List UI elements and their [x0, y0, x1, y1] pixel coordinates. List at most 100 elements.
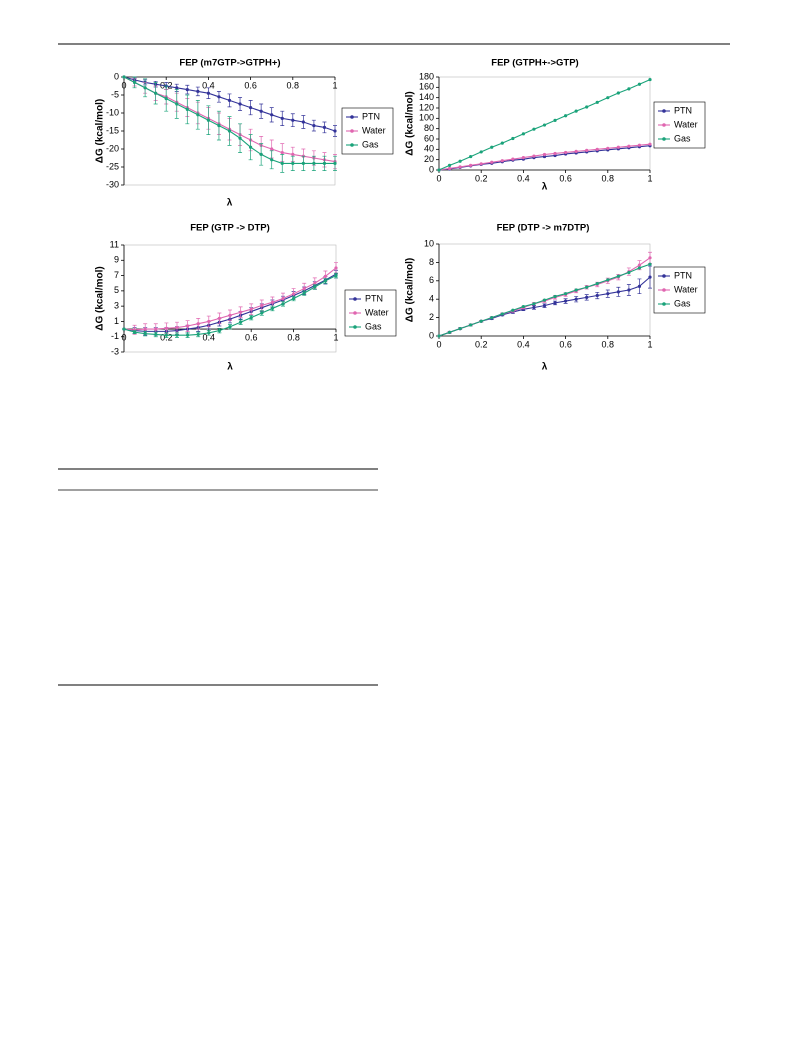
y-tick-label: -3	[111, 346, 119, 356]
data-point	[227, 98, 232, 102]
data-point	[206, 91, 210, 95]
data-point	[564, 150, 568, 155]
data-point	[175, 333, 179, 337]
y-tick-label: 9	[114, 255, 119, 265]
data-point	[322, 161, 327, 165]
chart-title: FEP (DTP -> m7DTP)	[497, 223, 590, 234]
data-point	[270, 113, 274, 117]
data-point	[542, 152, 547, 157]
x-axis-label: λ	[227, 198, 233, 209]
y-tick-label: 7	[114, 270, 119, 280]
data-point	[238, 102, 242, 106]
data-point	[627, 87, 631, 91]
data-point	[574, 149, 578, 153]
data-point	[249, 145, 253, 149]
data-point	[648, 262, 652, 266]
data-point	[280, 116, 284, 120]
data-point	[532, 127, 536, 131]
y-tick-label: -15	[106, 125, 119, 135]
data-point	[132, 80, 137, 84]
data-point	[270, 300, 274, 304]
data-point	[521, 156, 526, 160]
legend-label: PTN	[674, 270, 692, 280]
data-point	[206, 118, 210, 122]
data-point	[627, 288, 631, 292]
data-point	[627, 144, 631, 148]
legend-label: Water	[674, 119, 698, 129]
data-point	[334, 273, 338, 278]
data-point	[313, 281, 317, 285]
x-tick-label: 0.4	[517, 173, 530, 183]
data-point	[164, 326, 168, 330]
data-point	[175, 325, 179, 330]
data-point	[249, 106, 253, 110]
data-point	[301, 161, 305, 165]
legend-marker	[353, 325, 357, 329]
legend-label: Gas	[674, 298, 691, 308]
y-tick-label: 0	[429, 330, 434, 340]
data-point	[606, 278, 610, 282]
data-point	[564, 292, 568, 296]
data-point	[302, 291, 306, 295]
y-tick-label: -20	[106, 143, 119, 153]
data-point	[280, 151, 284, 155]
data-point	[217, 316, 221, 320]
data-point	[490, 160, 494, 164]
x-tick-label: 0.6	[244, 80, 257, 90]
chart: FEP (DTP -> m7DTP)λΔG (kcal/mol)02468100…	[405, 223, 706, 373]
data-point	[238, 136, 242, 140]
chart-title: FEP (m7GTP->GTPH+)	[179, 58, 280, 69]
data-point	[333, 161, 337, 165]
data-point	[260, 303, 264, 307]
data-point	[469, 154, 473, 159]
data-point	[553, 151, 557, 156]
y-tick-label: 40	[424, 144, 434, 154]
y-tick-label: 2	[429, 312, 434, 322]
data-point	[143, 332, 147, 336]
data-point	[292, 292, 296, 296]
data-point	[521, 132, 526, 136]
y-tick-label: 60	[424, 133, 434, 143]
data-point	[627, 270, 631, 275]
data-point	[323, 274, 327, 278]
data-point	[207, 319, 211, 324]
data-point	[574, 109, 578, 113]
data-point	[511, 308, 515, 312]
y-axis-label: ΔG (kcal/mol)	[405, 91, 416, 155]
legend-marker	[662, 274, 666, 278]
data-point	[175, 102, 179, 106]
data-point	[595, 281, 599, 286]
data-point	[616, 274, 620, 278]
legend-marker	[353, 311, 357, 315]
data-point	[249, 307, 253, 311]
data-point	[637, 263, 642, 267]
y-tick-label: -25	[106, 161, 119, 171]
legend-marker	[662, 123, 666, 127]
chart-title: FEP (GTP -> DTP)	[190, 223, 270, 234]
y-tick-label: 11	[110, 239, 119, 249]
y-tick-label: 5	[114, 285, 119, 295]
data-point	[207, 331, 211, 335]
data-point	[585, 148, 589, 152]
legend-label: Gas	[362, 139, 379, 149]
data-point	[154, 327, 158, 331]
data-point	[281, 302, 285, 306]
data-point	[437, 334, 441, 338]
data-point	[280, 161, 284, 165]
data-point	[437, 168, 441, 172]
y-tick-label: -5	[111, 89, 119, 99]
data-point	[532, 154, 536, 158]
data-point	[122, 327, 126, 331]
data-point	[196, 89, 200, 93]
data-point	[228, 325, 232, 329]
data-point	[334, 266, 338, 270]
y-axis-label: ΔG (kcal/mol)	[405, 258, 416, 322]
data-point	[490, 316, 494, 320]
data-point	[301, 120, 305, 124]
data-point	[648, 77, 652, 82]
data-point	[574, 288, 578, 292]
y-tick-label: 120	[419, 102, 434, 112]
data-point	[542, 298, 547, 302]
data-point	[175, 86, 179, 90]
data-point	[270, 306, 274, 311]
